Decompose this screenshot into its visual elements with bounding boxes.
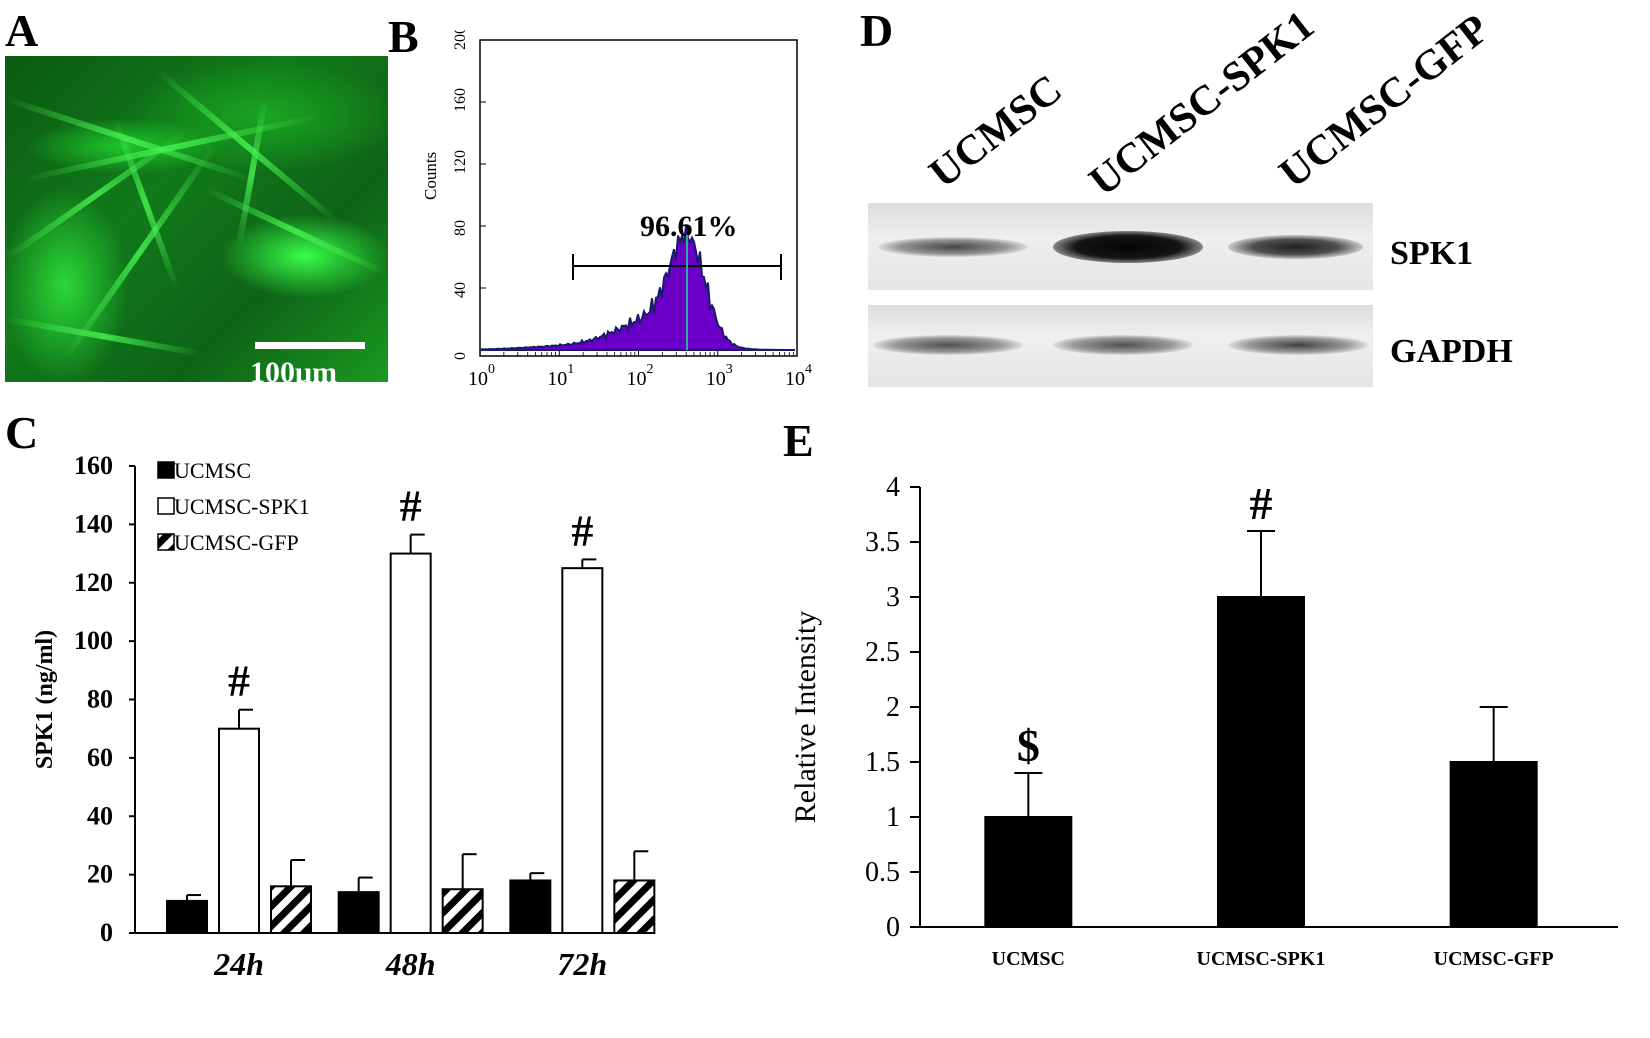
blot-strip-gapdh <box>868 305 1373 387</box>
e-ytick-label: 1 <box>886 802 900 833</box>
c-legend-label: UCMSC-SPK1 <box>174 494 310 519</box>
panel-e-label: E <box>783 415 814 466</box>
c-ytick-label: 20 <box>87 860 113 889</box>
e-ytick-label: 4 <box>886 472 900 503</box>
e-annotation: # <box>1250 478 1273 529</box>
protein-label-spk1: SPK1 <box>1390 235 1474 272</box>
scale-bar-label: 100μm <box>250 356 337 382</box>
flow-xtick-exponent: 2 <box>647 362 654 377</box>
chart-e: 0 0.5 1 1.5 2 2.5 3 3.5 4 Relative Intensity $ UCM… <box>789 472 1618 970</box>
flow-ytick-label: 120 <box>452 150 469 174</box>
c-legend-swatch <box>157 533 175 551</box>
c-bar-ucmsc-24h <box>166 899 208 934</box>
band-gapdh-ucmsc <box>873 335 1023 355</box>
c-annotation: # <box>228 657 250 706</box>
e-xtick-label: UCMSC <box>992 948 1065 970</box>
c-annotation: # <box>400 482 422 531</box>
protein-label-gapdh: GAPDH <box>1390 333 1513 370</box>
flow-xtick-exponent: 3 <box>726 362 733 377</box>
c-bar-ucmsc-72h <box>509 879 552 934</box>
flow-plot-frame <box>479 39 798 357</box>
flow-xtick-label: 10 <box>627 368 647 390</box>
e-bar-ucmsc <box>984 816 1073 928</box>
flow-ylabel: Counts <box>421 152 440 200</box>
panel-d-label: D <box>860 5 894 56</box>
flow-xtick-label: 10 <box>706 368 726 390</box>
scale-bar <box>255 342 365 349</box>
panel-c-label: C <box>5 407 39 458</box>
e-xtick-label: UCMSC-GFP <box>1434 948 1554 970</box>
band-spk1-ucmsc <box>878 237 1028 257</box>
c-xtick-label: 72h <box>557 946 607 982</box>
e-ytick-label: 0 <box>886 912 900 943</box>
c-bar-ucmsc-spk1-24h <box>218 727 260 934</box>
e-ytick-label: 1.5 <box>865 747 900 778</box>
lane-label-ucmsc: UCMSC <box>921 66 1071 198</box>
panel-a-label: A <box>5 5 39 56</box>
band-spk1-ucmsc-gfp <box>1228 235 1363 259</box>
c-legend-label: UCMSC <box>174 458 251 483</box>
flow-xtick-label: 10 <box>468 368 488 390</box>
e-xtick-label: UCMSC-SPK1 <box>1197 948 1326 970</box>
flow-xtick-exponent: 0 <box>488 362 495 377</box>
e-ytick-label: 0.5 <box>865 857 900 888</box>
c-ytick-label: 60 <box>87 743 113 772</box>
e-annotation: $ <box>1017 720 1040 771</box>
e-ytick-label: 2 <box>886 692 900 723</box>
c-ytick-label: 160 <box>74 451 113 480</box>
flow-ytick-label: 200 <box>452 30 469 50</box>
c-bar-ucmsc-spk1-48h <box>389 552 432 934</box>
band-spk1-ucmsc-spk1 <box>1053 231 1203 263</box>
c-ylabel: SPK1 (ng/ml) <box>32 630 58 769</box>
e-bar-ucmsc-spk1 <box>1217 596 1305 928</box>
c-bar-ucmsc-spk1-72h <box>561 567 604 934</box>
flow-xtick-exponent: 1 <box>567 362 574 377</box>
c-ytick-label: 80 <box>87 685 113 714</box>
flow-ytick-label: 160 <box>452 88 469 112</box>
e-ytick-label: 3 <box>886 582 900 613</box>
c-legend-label: UCMSC-GFP <box>174 530 299 555</box>
fluorescence-micrograph: 100μm <box>5 56 388 382</box>
band-gapdh-ucmsc-gfp <box>1228 335 1368 355</box>
flow-xtick-exponent: 4 <box>805 362 812 377</box>
gate-percent: 96.61% <box>640 210 738 243</box>
c-bar-ucmsc-48h <box>337 891 380 935</box>
c-bar-ucmsc-gfp-72h <box>613 879 656 934</box>
chart-c: 0 20 40 60 80 100 120 140 160 SPK1 (ng/ml) #24h #4… <box>32 451 656 982</box>
panel-b-label: B <box>388 11 419 62</box>
c-legend-swatch <box>157 461 175 479</box>
e-ytick-label: 2.5 <box>865 637 900 668</box>
flow-xtick-label: 10 <box>547 368 567 390</box>
c-ytick-label: 120 <box>74 568 113 597</box>
flow-xtick-label: 10 <box>785 368 805 390</box>
c-ytick-label: 40 <box>87 801 113 830</box>
c-bar-ucmsc-gfp-24h <box>270 885 312 934</box>
flow-ytick-label: 40 <box>452 282 469 298</box>
band-gapdh-ucmsc-spk1 <box>1053 335 1193 355</box>
c-ytick-label: 100 <box>74 626 113 655</box>
e-ylabel: Relative Intensity <box>789 611 822 823</box>
c-legend-swatch <box>157 497 175 515</box>
c-ytick-label: 0 <box>100 918 113 947</box>
flow-ytick-label: 80 <box>452 220 469 236</box>
c-annotation: # <box>571 506 593 555</box>
c-bar-ucmsc-gfp-48h <box>441 888 484 934</box>
c-ytick-label: 140 <box>74 509 113 538</box>
e-bar-ucmsc-gfp <box>1449 761 1538 928</box>
flow-ytick-label: 0 <box>452 352 469 360</box>
c-xtick-label: 24h <box>213 946 264 982</box>
c-xtick-label: 48h <box>385 946 436 982</box>
e-ytick-label: 3.5 <box>865 527 900 558</box>
flow-histogram-area <box>481 224 795 352</box>
blot-strip-spk1 <box>868 203 1373 290</box>
